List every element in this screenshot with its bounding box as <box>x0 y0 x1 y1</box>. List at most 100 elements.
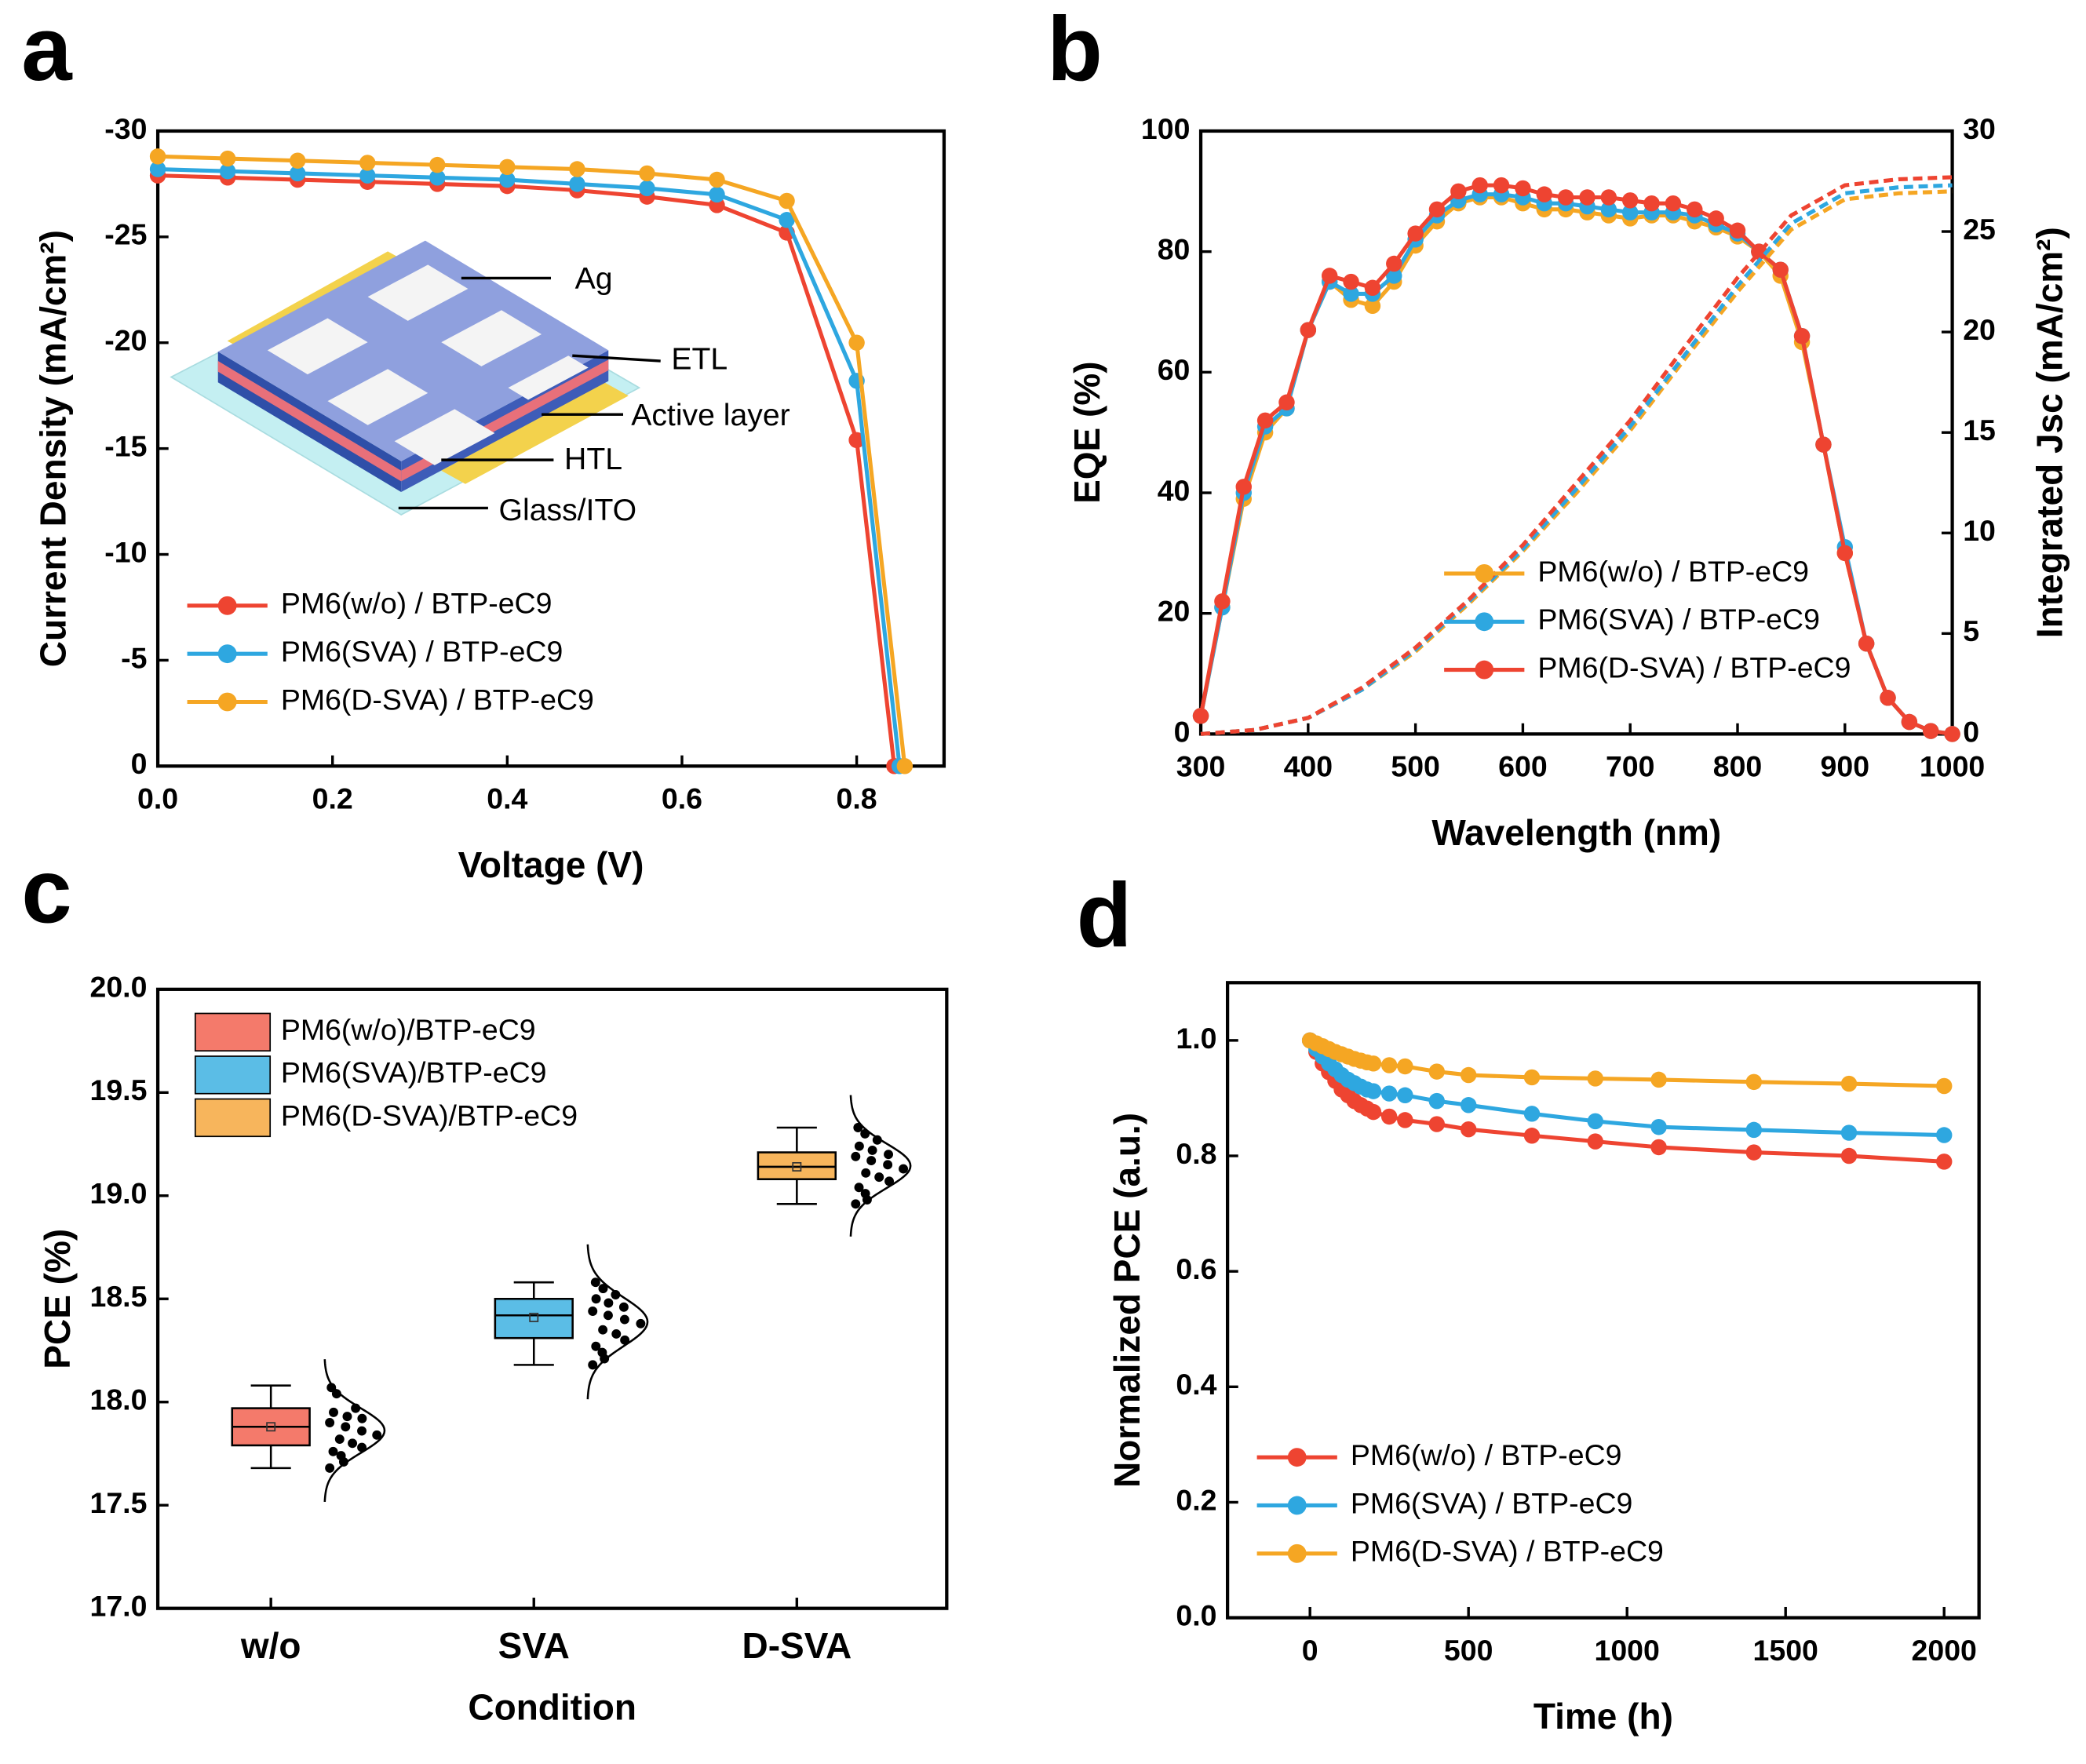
data-point <box>1587 1113 1604 1130</box>
y-tick-label: 19.0 <box>90 1177 148 1210</box>
x-tick-label: 1500 <box>1753 1634 1818 1667</box>
x-tick-label: SVA <box>498 1625 570 1666</box>
data-point <box>1428 1116 1446 1132</box>
annotation: HTL <box>564 443 622 476</box>
x-axis-label: Voltage (V) <box>458 844 644 885</box>
data-point <box>619 1314 629 1325</box>
leader-line <box>572 354 661 363</box>
data-point <box>1840 1075 1858 1092</box>
x-tick-label: 0.2 <box>312 782 353 815</box>
distribution-curve <box>849 1095 912 1237</box>
data-point <box>1836 545 1854 562</box>
data-point <box>1365 1103 1382 1121</box>
annotation: ETL <box>671 342 728 376</box>
data-point <box>1665 195 1682 212</box>
x-tick-label: 700 <box>1606 750 1655 783</box>
y-axis-label: EQE (%) <box>1067 361 1107 503</box>
data-point <box>598 1325 608 1335</box>
data-point <box>1386 255 1402 272</box>
y2-tick-label: 10 <box>1963 514 1996 547</box>
y-tick-label: 0.8 <box>1176 1137 1216 1170</box>
legend-label: PM6(D-SVA) / BTP-eC9 <box>1537 651 1851 684</box>
x-tick-label: 0 <box>1302 1634 1318 1667</box>
data-point <box>896 758 914 774</box>
data-point <box>342 1412 352 1422</box>
y-tick-label: 1.0 <box>1176 1022 1216 1055</box>
y-tick-label: -30 <box>104 112 147 145</box>
y-tick-label: 40 <box>1158 474 1191 507</box>
annotation: Ag <box>575 262 613 296</box>
data-point <box>1450 183 1467 200</box>
y-tick-label: 17.5 <box>90 1486 148 1519</box>
data-point <box>1687 201 1703 218</box>
data-point <box>851 1199 861 1209</box>
data-point <box>1343 286 1359 302</box>
data-point <box>597 1347 607 1358</box>
y-tick-label: -15 <box>104 430 147 463</box>
data-point <box>611 1290 621 1299</box>
data-point <box>1650 1071 1667 1088</box>
data-point <box>1643 195 1660 212</box>
legend-label: PM6(w/o)/BTP-eC9 <box>281 1013 536 1046</box>
x-axis-label: Condition <box>468 1686 636 1727</box>
data-point <box>874 1172 884 1183</box>
y-tick-label: 0.4 <box>1176 1368 1216 1401</box>
data-point <box>639 180 655 197</box>
data-point <box>1300 322 1317 338</box>
data-point <box>1935 1077 1953 1095</box>
legend-marker <box>1287 1544 1307 1563</box>
data-point <box>1815 436 1832 453</box>
legend-label: PM6(w/o) / BTP-eC9 <box>1351 1438 1622 1471</box>
data-point <box>331 1389 341 1399</box>
y-tick-label: 0 <box>1174 715 1191 748</box>
data-point <box>779 192 795 210</box>
data-point <box>603 1310 613 1321</box>
data-point <box>604 1298 614 1308</box>
data-point <box>1386 268 1402 284</box>
integrated-line <box>1200 189 1953 736</box>
data-point <box>1343 273 1359 290</box>
data-point <box>1397 1058 1413 1075</box>
legend-label: PM6(D-SVA) / BTP-eC9 <box>281 683 594 716</box>
data-point <box>359 155 376 171</box>
data-point <box>357 1413 367 1423</box>
x-tick-label: 1000 <box>1595 1634 1660 1667</box>
data-point <box>1935 1154 1953 1170</box>
data-point <box>289 152 306 169</box>
panel: d 0.0 0.2 0.4 0.6 0.8 1.0 0 500 1000 1500 2000 Time … <box>1077 864 1981 1737</box>
legend-label: PM6(SVA)/BTP-eC9 <box>281 1056 547 1089</box>
legend-marker <box>1287 1496 1307 1515</box>
y2-tick-label: 5 <box>1963 614 1979 647</box>
series-line <box>1198 183 1953 736</box>
data-point <box>1523 1128 1541 1144</box>
data-point <box>1621 192 1639 209</box>
ag-electrode <box>394 409 495 465</box>
plot-frame <box>155 129 946 768</box>
box <box>757 1151 837 1181</box>
data-point <box>1214 593 1231 610</box>
x-tick-label: 0.0 <box>137 782 178 815</box>
data-point <box>588 1307 598 1316</box>
data-point <box>1472 177 1488 194</box>
data-point <box>334 1434 345 1445</box>
y2-tick-label: 30 <box>1963 112 1996 145</box>
data-point <box>1493 177 1510 194</box>
legend-swatch <box>194 1098 272 1138</box>
data-point <box>639 165 655 182</box>
mean <box>792 1161 802 1172</box>
data-point <box>1321 268 1338 284</box>
data-point <box>325 1463 335 1473</box>
data-point <box>1621 204 1639 220</box>
y-axis-label: PCE (%) <box>37 1229 78 1369</box>
y-tick-label: 20 <box>1158 595 1191 628</box>
y-tick-label: -5 <box>121 641 147 674</box>
data-point <box>618 1302 629 1312</box>
x-tick-label: 2000 <box>1912 1634 1977 1667</box>
x-tick-label: 500 <box>1444 1634 1493 1667</box>
legend-marker <box>1287 1448 1307 1467</box>
data-point <box>326 1383 337 1393</box>
legend-label: PM6(SVA) / BTP-eC9 <box>1537 603 1820 636</box>
data-point <box>598 1284 608 1294</box>
data-point <box>1772 261 1789 278</box>
data-point <box>499 171 516 188</box>
